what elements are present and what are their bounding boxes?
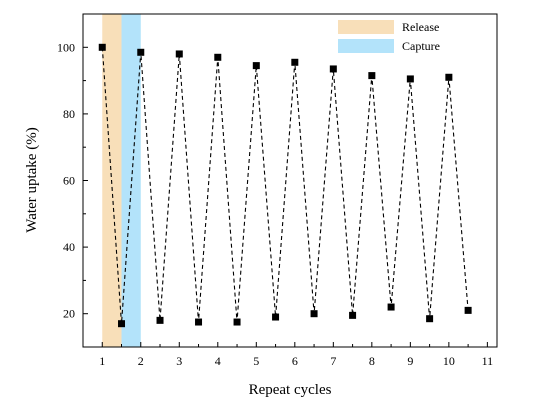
x-axis-ticks: 1 2 3 4 5 6 7 8 9 10 11	[99, 342, 493, 368]
data-point	[310, 310, 318, 318]
y-axis-label: Water uptake (%)	[24, 127, 40, 232]
x-tick-label: 2	[138, 354, 144, 368]
data-point	[214, 53, 222, 61]
data-point	[233, 318, 241, 326]
legend-label-release: Release	[402, 20, 439, 34]
data-point	[368, 72, 376, 80]
shaded-bands	[102, 14, 141, 347]
series-polyline	[101, 47, 469, 324]
x-tick-label: 11	[482, 354, 494, 368]
series-markers	[98, 43, 472, 328]
x-tick-label: 8	[369, 354, 375, 368]
x-tick-label: 5	[253, 354, 259, 368]
data-point	[98, 43, 106, 51]
data-point	[118, 320, 126, 328]
x-tick-label: 6	[292, 354, 298, 368]
legend-swatch-capture	[338, 39, 394, 53]
y-tick-label: 80	[63, 107, 75, 121]
y-tick-label: 40	[63, 240, 75, 254]
x-tick-label: 1	[99, 354, 105, 368]
plot-frame	[82, 13, 498, 348]
y-tick-label: 20	[63, 307, 75, 321]
x-tick-label: 4	[215, 354, 221, 368]
data-point	[426, 315, 434, 323]
series-line	[101, 47, 469, 324]
data-point	[349, 311, 357, 319]
y-tick-label: 60	[63, 174, 75, 188]
x-tick-label: 7	[330, 354, 336, 368]
legend: Release Capture	[338, 20, 440, 53]
data-point	[195, 318, 203, 326]
x-axis-label: Repeat cycles	[249, 382, 332, 398]
data-point	[175, 50, 183, 58]
data-point	[272, 313, 280, 321]
data-point	[387, 303, 395, 311]
data-point	[406, 75, 414, 83]
x-tick-label: 10	[443, 354, 455, 368]
data-point	[445, 73, 453, 81]
legend-label-capture: Capture	[402, 39, 440, 53]
x-tick-label: 3	[176, 354, 182, 368]
data-point	[156, 316, 164, 324]
data-point	[291, 58, 299, 66]
data-point	[137, 48, 145, 56]
data-point	[252, 62, 260, 70]
x-tick-label: 9	[407, 354, 413, 368]
data-point	[329, 65, 337, 73]
data-point	[464, 306, 472, 314]
y-tick-label: 100	[57, 40, 75, 54]
legend-swatch-release	[338, 20, 394, 34]
y-axis-ticks: 20 40 60 80 100	[57, 13, 88, 348]
